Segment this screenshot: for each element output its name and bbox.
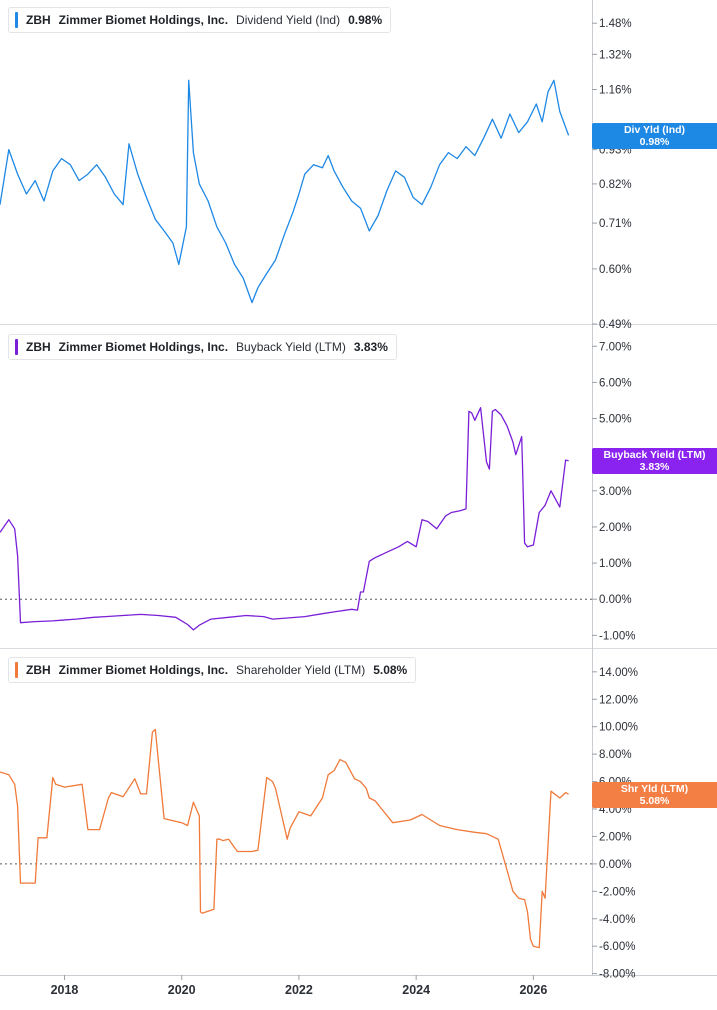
- y-tick-label: 6.00%: [599, 377, 632, 389]
- y-tick-label: 0.00%: [599, 859, 632, 871]
- ticker-label: ZBH: [26, 340, 51, 354]
- company-name: Zimmer Biomet Holdings, Inc.: [58, 13, 229, 27]
- current-value: 3.83%: [353, 340, 388, 354]
- flag-value: 5.08%: [639, 795, 670, 807]
- y-tick-label: 1.00%: [599, 558, 632, 570]
- y-tick-label: 8.00%: [599, 749, 632, 761]
- series-line-shareholder: [0, 728, 569, 949]
- current-value: 0.98%: [348, 13, 383, 27]
- flag-value: 3.83%: [639, 461, 670, 473]
- last-value-flag-buyback: Buyback Yield (LTM) 3.83%: [592, 448, 717, 474]
- flag-label: Shr Yld (LTM): [620, 783, 689, 795]
- y-tick-label: 0.49%: [599, 319, 632, 331]
- last-value-flag-dividend: Div Yld (Ind) 0.98%: [592, 123, 717, 149]
- metric-name: Dividend Yield (Ind): [236, 13, 341, 27]
- ticker-label: ZBH: [26, 663, 51, 677]
- y-tick-label: -1.00%: [599, 630, 635, 642]
- current-value: 5.08%: [373, 663, 408, 677]
- legend-dividend-yield: ZBH Zimmer Biomet Holdings, Inc. Dividen…: [8, 7, 392, 33]
- y-tick-label: 2.00%: [599, 831, 632, 843]
- ticker-label: ZBH: [26, 13, 51, 27]
- y-tick-label: 7.00%: [599, 341, 632, 353]
- flag-label: Div Yld (Ind): [623, 124, 686, 136]
- series-color-swatch: [15, 12, 18, 28]
- last-value-flag-shareholder: Shr Yld (LTM) 5.08%: [592, 782, 717, 808]
- y-tick-label: -4.00%: [599, 914, 635, 926]
- y-tick-label: -6.00%: [599, 941, 635, 953]
- x-tick-label: 2024: [402, 983, 430, 997]
- series-color-swatch: [15, 662, 18, 678]
- series-line-buyback: [0, 407, 569, 631]
- y-tick-label: 10.00%: [599, 722, 638, 734]
- y-tick-label: -8.00%: [599, 969, 635, 981]
- y-tick-label: 14.00%: [599, 667, 638, 679]
- metric-name: Buyback Yield (LTM): [236, 340, 346, 354]
- series-color-swatch: [15, 339, 18, 355]
- y-tick-label: 0.00%: [599, 594, 632, 606]
- y-tick-label: 2.00%: [599, 522, 632, 534]
- y-tick-label: 3.00%: [599, 486, 632, 498]
- metric-name: Shareholder Yield (LTM): [236, 663, 366, 677]
- company-name: Zimmer Biomet Holdings, Inc.: [58, 340, 229, 354]
- y-tick-label: 12.00%: [599, 694, 638, 706]
- y-tick-label: 1.32%: [599, 49, 632, 61]
- y-tick-label: 1.16%: [599, 85, 632, 97]
- legend-buyback-yield: ZBH Zimmer Biomet Holdings, Inc. Buyback…: [8, 334, 397, 360]
- x-tick-label: 2018: [51, 983, 79, 997]
- flag-label: Buyback Yield (LTM): [603, 449, 706, 461]
- y-tick-label: 0.71%: [599, 218, 632, 230]
- y-tick-label: 0.60%: [599, 264, 632, 276]
- x-tick-label: 2020: [168, 983, 196, 997]
- legend-shareholder-yield: ZBH Zimmer Biomet Holdings, Inc. Shareho…: [8, 657, 417, 683]
- x-tick-label: 2026: [519, 983, 547, 997]
- y-tick-label: 0.82%: [599, 179, 632, 191]
- company-name: Zimmer Biomet Holdings, Inc.: [58, 663, 229, 677]
- y-tick-label: -2.00%: [599, 886, 635, 898]
- y-tick-label: 1.48%: [599, 18, 632, 30]
- flag-value: 0.98%: [639, 136, 670, 148]
- y-tick-label: 5.00%: [599, 414, 632, 426]
- x-tick-label: 2022: [285, 983, 313, 997]
- series-line-dividend: [0, 79, 570, 304]
